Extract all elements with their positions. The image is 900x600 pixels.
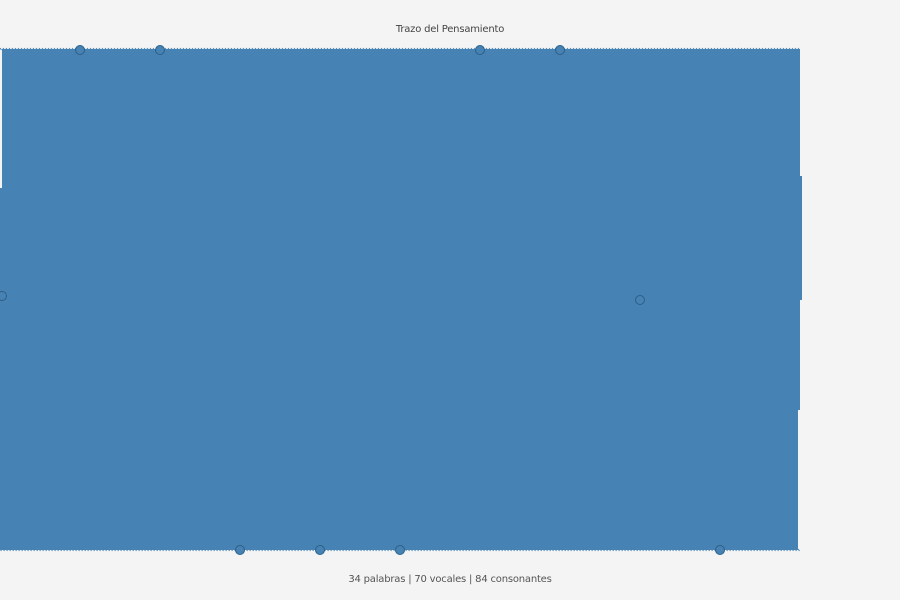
trace-node — [635, 295, 645, 305]
trace-node — [315, 545, 325, 555]
trace-edge — [0, 47, 800, 552]
trace-node — [715, 545, 725, 555]
trace-node — [155, 45, 165, 55]
trace-node — [75, 45, 85, 55]
trace-node — [475, 45, 485, 55]
word-stats: 34 palabras | 70 vocales | 84 consonante… — [348, 574, 552, 585]
page-title: Trazo del Pensamiento — [395, 24, 505, 35]
trace-node — [235, 545, 245, 555]
trace-region — [0, 49, 802, 550]
trace-fill — [0, 47, 802, 552]
trace-node — [0, 291, 7, 301]
trace-node — [395, 545, 405, 555]
trace-node — [555, 45, 565, 55]
trace-nodes — [0, 45, 725, 555]
